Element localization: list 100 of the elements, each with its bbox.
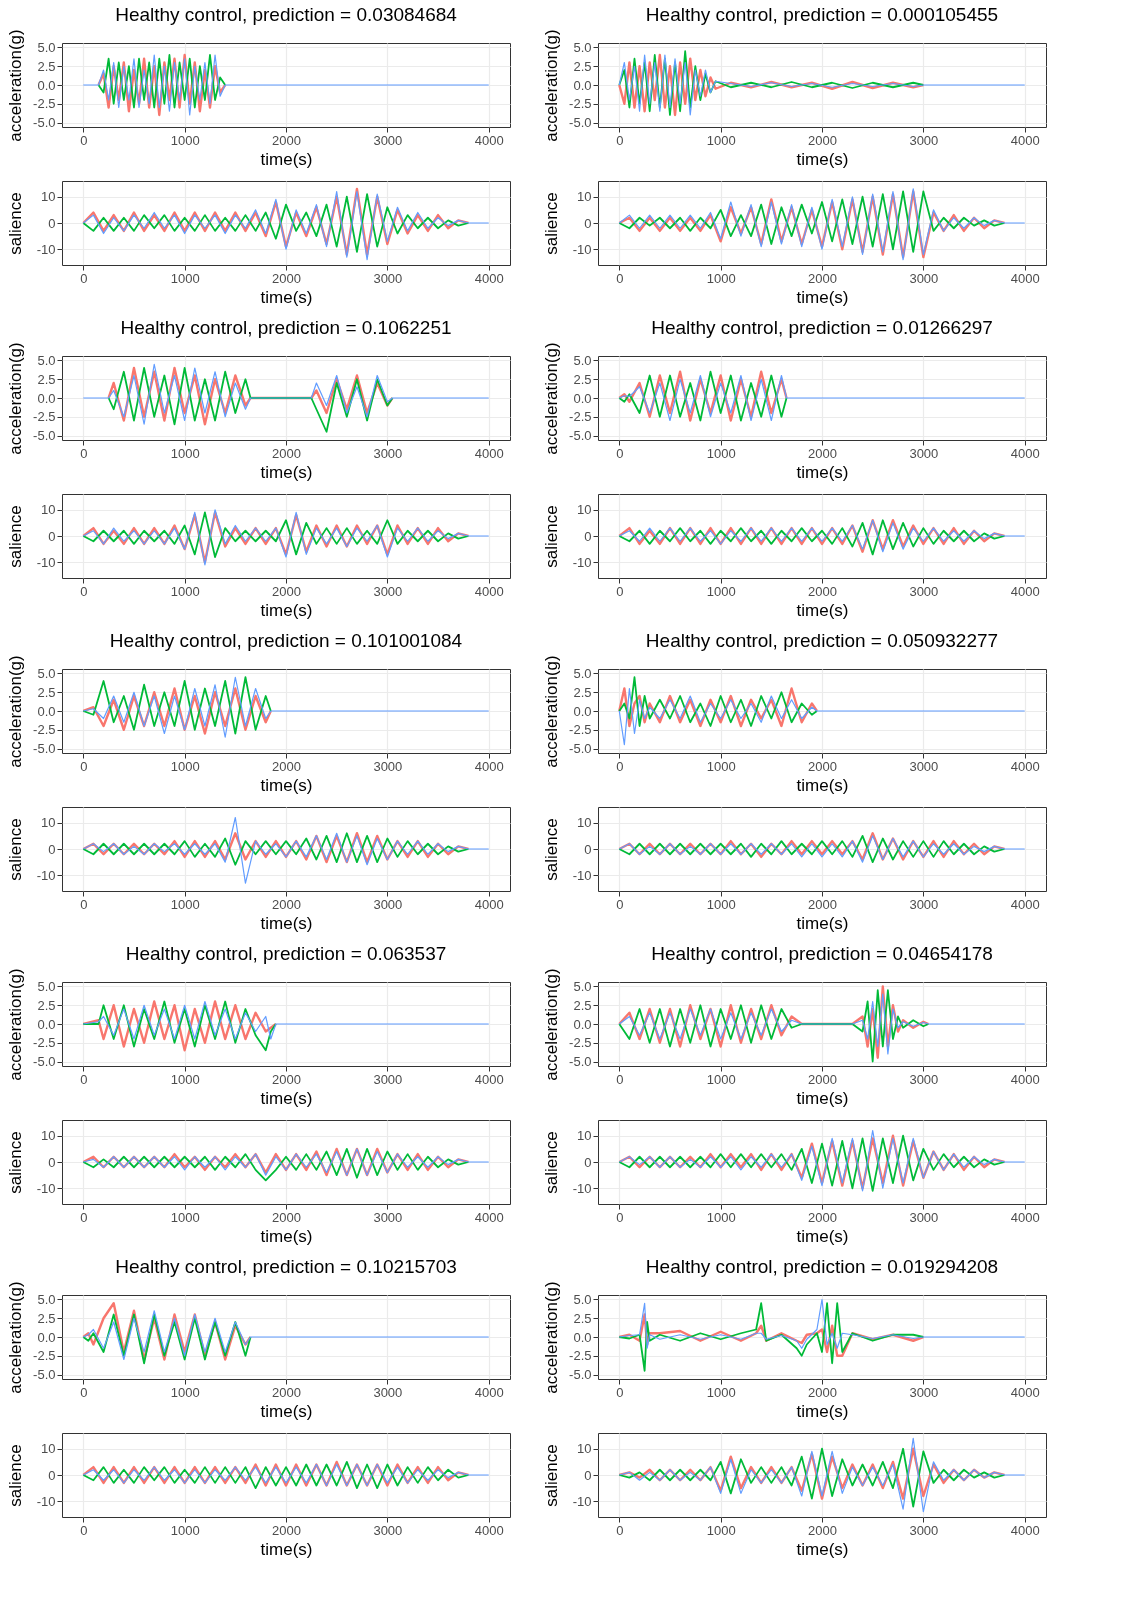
x-tick-label: 4000: [474, 896, 504, 912]
x-tick-label: 4000: [474, 1384, 504, 1400]
x-axis-title: time(s): [796, 913, 849, 933]
y-tick-label: -2.5: [33, 1348, 56, 1364]
y-tick-label: -2.5: [569, 1348, 592, 1364]
y-tick-label: 0: [48, 1154, 56, 1170]
y-tick-label: 10: [577, 1128, 592, 1144]
chart-title: Healthy control, prediction = 0.000105455: [645, 3, 999, 25]
x-tick-label: 0: [616, 1209, 624, 1225]
y-tick-label: 5.0: [37, 353, 56, 368]
y-axis-title: salience: [541, 505, 561, 568]
x-tick-label: 2000: [808, 270, 837, 286]
x-axis-title: time(s): [260, 1539, 313, 1559]
y-tick-label: 2.5: [37, 1310, 56, 1326]
y-tick-label: 5.0: [573, 979, 592, 994]
x-tick-label: 4000: [1010, 583, 1040, 599]
y-tick-label: 2.5: [37, 684, 56, 700]
y-tick-label: 10: [41, 815, 56, 831]
y-tick-label: -2.5: [33, 722, 56, 738]
y-axis-title: salience: [541, 818, 561, 881]
x-tick-label: 4000: [474, 1071, 504, 1087]
x-tick-label: 3000: [373, 270, 403, 286]
y-tick-label: 2.5: [573, 1310, 592, 1326]
line-series: [82, 1310, 490, 1361]
x-tick-label: 1000: [706, 1384, 736, 1400]
x-tick-label: 2000: [808, 896, 837, 912]
y-tick-label: -5.0: [33, 1054, 56, 1069]
x-tick-label: 1000: [706, 270, 736, 286]
x-tick-label: 2000: [272, 583, 301, 599]
x-tick-label: 1000: [170, 1522, 200, 1538]
x-tick-label: 1000: [170, 132, 200, 148]
y-tick-label: 10: [577, 1441, 592, 1457]
y-axis-title: acceleration(g): [5, 968, 25, 1081]
x-tick-label: 4000: [1010, 132, 1040, 148]
x-tick-label: 1000: [706, 1522, 736, 1538]
y-tick-label: 5.0: [573, 40, 592, 55]
y-axis-title: salience: [5, 1444, 25, 1507]
x-tick-label: 2000: [272, 445, 301, 461]
x-tick-label: 1000: [706, 583, 736, 599]
x-tick-label: 0: [616, 1522, 624, 1538]
y-tick-label: 10: [41, 189, 56, 205]
chart-title: Healthy control, prediction = 0.03084684: [115, 3, 458, 25]
y-tick-label: -10: [572, 554, 592, 570]
y-tick-label: -10: [572, 867, 592, 883]
x-tick-label: 0: [616, 270, 624, 286]
y-tick-label: -10: [36, 1180, 56, 1196]
y-tick-label: 5.0: [573, 666, 592, 681]
x-tick-label: 0: [80, 1522, 88, 1538]
y-tick-label: 5.0: [37, 979, 56, 994]
y-tick-label: 0: [48, 1467, 56, 1483]
line-series: [82, 687, 272, 735]
x-tick-label: 1000: [706, 896, 736, 912]
y-tick-label: 0.0: [37, 1016, 56, 1032]
y-tick-label: -5.0: [569, 115, 592, 130]
x-tick-label: 0: [80, 896, 88, 912]
line-series: [618, 374, 1026, 422]
y-tick-label: -10: [36, 1493, 56, 1509]
x-tick-label: 3000: [373, 896, 403, 912]
x-tick-label: 0: [616, 132, 624, 148]
line-series: [82, 676, 490, 738]
x-axis-title: time(s): [260, 287, 313, 307]
y-axis-title: salience: [5, 818, 25, 881]
y-tick-label: -5.0: [33, 115, 56, 130]
y-tick-label: 2.5: [573, 58, 592, 74]
y-tick-label: -5.0: [33, 1367, 56, 1382]
line-series: [82, 1313, 252, 1365]
line-series: [82, 54, 490, 116]
x-tick-label: 2000: [272, 1209, 301, 1225]
y-tick-label: 0: [584, 1467, 592, 1483]
x-tick-label: 4000: [1010, 896, 1040, 912]
x-tick-label: 4000: [1010, 1522, 1040, 1538]
y-tick-label: 0: [584, 528, 592, 544]
x-tick-label: 3000: [909, 758, 939, 774]
y-tick-label: -10: [572, 1180, 592, 1196]
x-tick-label: 1000: [170, 445, 200, 461]
x-tick-label: 0: [80, 1209, 88, 1225]
y-tick-label: 0: [584, 841, 592, 857]
y-tick-label: 5.0: [37, 40, 56, 55]
x-tick-label: 2000: [808, 758, 837, 774]
x-tick-label: 4000: [474, 132, 504, 148]
y-tick-label: 10: [41, 502, 56, 518]
y-tick-label: 10: [41, 1128, 56, 1144]
x-tick-label: 3000: [909, 583, 939, 599]
x-tick-label: 0: [80, 445, 88, 461]
x-tick-label: 1000: [170, 1071, 200, 1087]
y-tick-label: 0: [48, 841, 56, 857]
y-tick-label: 10: [577, 502, 592, 518]
y-axis-title: acceleration(g): [5, 29, 25, 142]
y-tick-label: -5.0: [569, 741, 592, 756]
y-tick-label: 2.5: [573, 997, 592, 1013]
x-tick-label: 0: [616, 583, 624, 599]
x-tick-label: 0: [616, 1384, 624, 1400]
y-tick-label: -5.0: [33, 428, 56, 443]
y-tick-label: 0.0: [573, 390, 592, 406]
y-tick-label: 2.5: [573, 684, 592, 700]
x-tick-label: 2000: [808, 1209, 837, 1225]
x-tick-label: 4000: [474, 270, 504, 286]
y-tick-label: 5.0: [573, 353, 592, 368]
line-series: [618, 687, 819, 728]
y-axis-title: acceleration(g): [541, 655, 561, 768]
